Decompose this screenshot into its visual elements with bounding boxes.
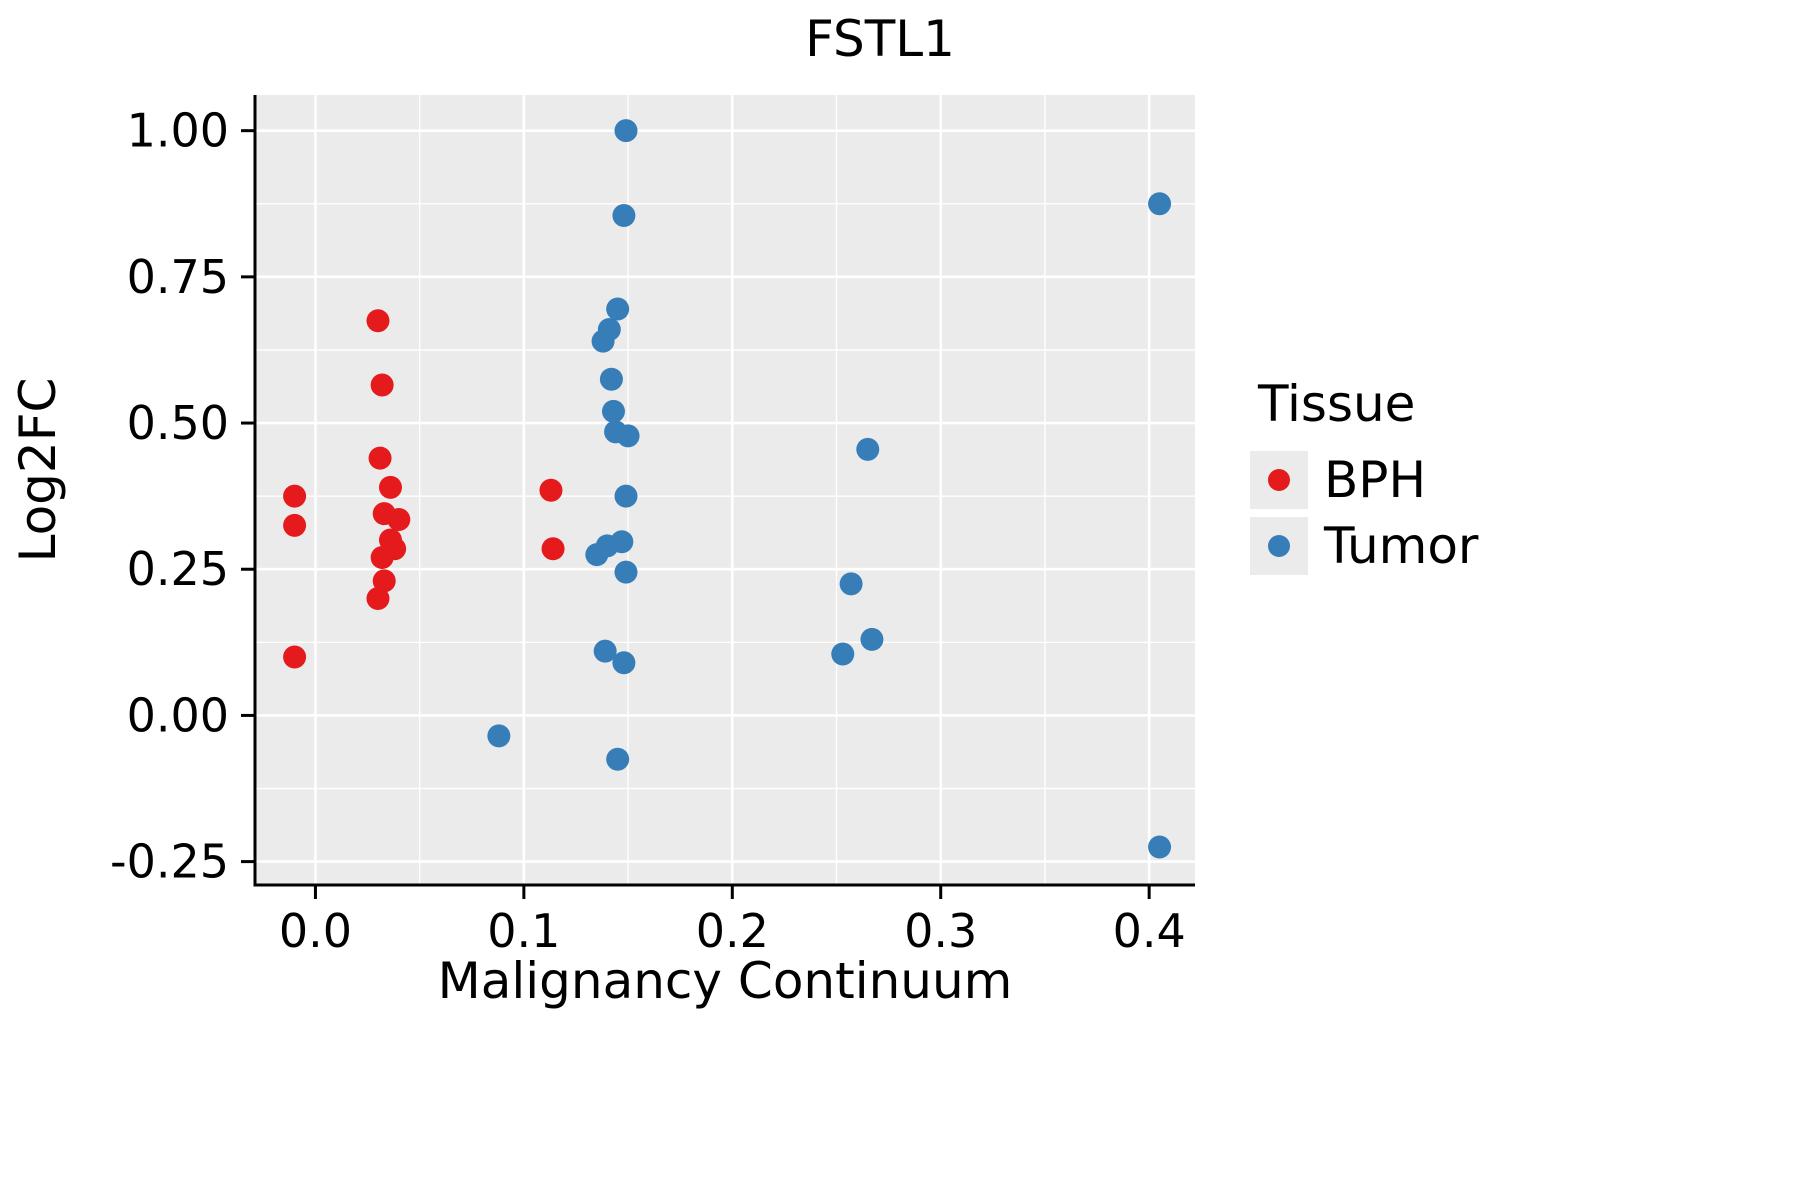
x-tick-label: 0.0 bbox=[279, 904, 352, 958]
data-point bbox=[368, 446, 392, 470]
data-point bbox=[283, 645, 307, 669]
data-point bbox=[283, 513, 307, 537]
legend: Tissue BPH Tumor bbox=[1250, 375, 1479, 583]
legend-entry-bph: BPH bbox=[1250, 451, 1479, 509]
data-point bbox=[831, 642, 855, 666]
data-point bbox=[860, 627, 884, 651]
data-point bbox=[1148, 835, 1172, 859]
data-point bbox=[606, 747, 630, 771]
data-point bbox=[612, 203, 636, 227]
bph-dot-icon bbox=[1268, 469, 1290, 491]
x-axis-label: Malignancy Continuum bbox=[437, 952, 1013, 1010]
y-tick-label: -0.25 bbox=[110, 835, 229, 889]
legend-title: Tissue bbox=[1258, 375, 1416, 433]
tumor-dot-icon bbox=[1268, 535, 1290, 557]
data-point bbox=[599, 367, 623, 391]
legend-entry-label: Tumor bbox=[1324, 517, 1479, 575]
panel-background bbox=[255, 95, 1195, 885]
data-point bbox=[856, 437, 880, 461]
data-point bbox=[370, 373, 394, 397]
data-point bbox=[487, 724, 511, 748]
data-point bbox=[614, 484, 638, 508]
data-point bbox=[591, 329, 615, 353]
data-point bbox=[366, 586, 390, 610]
data-point bbox=[593, 639, 617, 663]
data-point bbox=[541, 537, 565, 561]
y-tick-label: 0.75 bbox=[127, 250, 229, 304]
major-gridlines bbox=[255, 95, 1195, 885]
x-tick-label: 0.4 bbox=[1113, 904, 1186, 958]
data-point bbox=[614, 119, 638, 143]
tick-marks bbox=[241, 129, 1151, 899]
data-point bbox=[366, 309, 390, 333]
data-point bbox=[283, 484, 307, 508]
data-point bbox=[585, 543, 609, 567]
data-point bbox=[839, 572, 863, 596]
series-tumor bbox=[487, 119, 1172, 859]
y-tick-labels: -0.25 0.00 0.25 0.50 0.75 1.00 bbox=[110, 104, 229, 889]
data-point bbox=[370, 546, 394, 570]
x-tick-labels: 0.0 0.1 0.2 0.3 0.4 bbox=[279, 904, 1186, 958]
x-tick-label: 0.2 bbox=[696, 904, 769, 958]
data-point bbox=[387, 508, 411, 532]
y-tick-label: 0.50 bbox=[127, 396, 229, 450]
axis-lines bbox=[253, 95, 1195, 887]
legend-entry-label: BPH bbox=[1324, 451, 1427, 509]
y-tick-label: 0.25 bbox=[127, 542, 229, 596]
y-tick-label: 1.00 bbox=[127, 104, 229, 158]
data-point bbox=[616, 424, 640, 448]
x-tick-label: 0.3 bbox=[904, 904, 977, 958]
data-point bbox=[372, 569, 396, 593]
legend-key bbox=[1250, 517, 1308, 575]
legend-key bbox=[1250, 451, 1308, 509]
minor-gridlines bbox=[255, 95, 1195, 885]
y-tick-label: 0.00 bbox=[127, 688, 229, 742]
legend-entry-tumor: Tumor bbox=[1250, 517, 1479, 575]
data-point bbox=[378, 475, 402, 499]
data-point bbox=[1148, 192, 1172, 216]
data-point bbox=[601, 399, 625, 423]
x-tick-label: 0.1 bbox=[487, 904, 560, 958]
chart-title: FSTL1 bbox=[805, 10, 955, 68]
data-point bbox=[539, 478, 563, 502]
data-point bbox=[614, 560, 638, 584]
data-point bbox=[606, 297, 630, 321]
series-bph bbox=[283, 309, 565, 669]
data-point bbox=[612, 651, 636, 675]
